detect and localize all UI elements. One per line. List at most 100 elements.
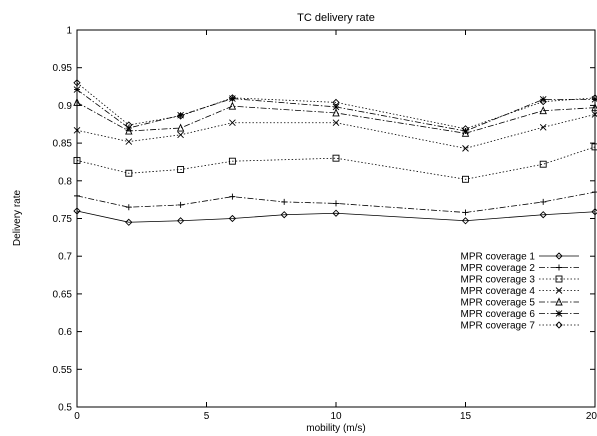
y-tick-label: 0.9 bbox=[58, 101, 72, 112]
data-point bbox=[73, 207, 81, 215]
data-point bbox=[332, 98, 340, 107]
data-point bbox=[555, 275, 563, 283]
data-point bbox=[539, 123, 547, 131]
series-5 bbox=[73, 97, 597, 137]
x-tick-label: 20 bbox=[586, 411, 597, 422]
data-point bbox=[125, 204, 132, 211]
data-point bbox=[555, 252, 563, 260]
data-point bbox=[177, 131, 184, 139]
data-point bbox=[462, 175, 469, 183]
data-point bbox=[281, 198, 288, 205]
legend-item: MPR coverage 5 bbox=[461, 297, 579, 309]
data-point bbox=[462, 127, 469, 135]
data-point bbox=[462, 209, 469, 216]
legend-item: MPR coverage 1 bbox=[461, 252, 579, 263]
data-point bbox=[591, 96, 597, 103]
series-line bbox=[76, 89, 595, 132]
legend-label: MPR coverage 2 bbox=[461, 263, 536, 274]
data-point bbox=[539, 160, 547, 168]
legend-label: MPR coverage 4 bbox=[461, 286, 536, 297]
data-point bbox=[539, 96, 547, 103]
series-2 bbox=[74, 189, 597, 216]
legend-item: MPR coverage 7 bbox=[461, 321, 579, 332]
y-tick-label: 1 bbox=[66, 26, 72, 37]
data-point bbox=[229, 95, 236, 102]
chart-title: TC delivery rate bbox=[297, 12, 375, 24]
y-tick-label: 0.75 bbox=[53, 214, 73, 225]
legend-item: MPR coverage 3 bbox=[461, 275, 579, 286]
x-axis-label: mobility (m/s) bbox=[306, 423, 365, 434]
data-point bbox=[462, 145, 469, 152]
data-point bbox=[539, 211, 547, 219]
y-axis-label: Delivery rate bbox=[12, 190, 23, 247]
data-point bbox=[73, 79, 81, 87]
y-tick-label: 0.95 bbox=[53, 63, 73, 74]
series-line bbox=[76, 102, 596, 134]
series-line bbox=[76, 210, 596, 223]
data-point bbox=[177, 201, 184, 208]
data-point bbox=[332, 154, 340, 162]
legend-label: MPR coverage 1 bbox=[461, 252, 536, 263]
data-point bbox=[461, 125, 470, 133]
data-point bbox=[556, 264, 562, 271]
data-point bbox=[125, 126, 133, 135]
data-point bbox=[555, 321, 563, 329]
data-point bbox=[125, 138, 133, 145]
data-point bbox=[228, 101, 237, 110]
data-point bbox=[229, 193, 236, 200]
data-point bbox=[461, 217, 470, 225]
data-point bbox=[228, 157, 236, 165]
data-point bbox=[177, 111, 184, 119]
data-point bbox=[73, 156, 81, 164]
data-point bbox=[125, 121, 133, 129]
data-point bbox=[540, 198, 547, 205]
data-point bbox=[73, 97, 81, 106]
x-tick-label: 0 bbox=[74, 411, 80, 422]
data-point bbox=[73, 126, 81, 134]
data-point bbox=[539, 106, 547, 115]
data-point bbox=[229, 119, 236, 127]
legend-label: MPR coverage 7 bbox=[461, 321, 536, 332]
data-point bbox=[176, 123, 185, 132]
data-point bbox=[592, 189, 597, 196]
x-tick-label: 10 bbox=[330, 411, 342, 422]
series-layer bbox=[73, 79, 597, 226]
data-point bbox=[332, 108, 340, 117]
data-point bbox=[176, 217, 185, 225]
data-point bbox=[539, 97, 547, 106]
data-point bbox=[228, 94, 237, 102]
series-1 bbox=[73, 207, 597, 226]
data-point bbox=[555, 310, 563, 317]
series-line bbox=[76, 146, 596, 180]
data-point bbox=[555, 297, 563, 306]
legend-item: MPR coverage 4 bbox=[461, 286, 579, 297]
plot-frame bbox=[76, 29, 596, 408]
series-4 bbox=[73, 111, 597, 152]
y-tick-label: 0.8 bbox=[58, 176, 72, 187]
data-point bbox=[332, 119, 340, 127]
data-point bbox=[177, 166, 185, 173]
data-point bbox=[555, 287, 563, 294]
y-tick-label: 0.5 bbox=[58, 403, 72, 414]
data-point bbox=[280, 211, 288, 219]
data-point bbox=[74, 192, 80, 199]
legend-label: MPR coverage 5 bbox=[461, 298, 536, 309]
data-point bbox=[73, 86, 81, 93]
data-point bbox=[332, 103, 340, 111]
data-point bbox=[333, 200, 339, 207]
legend-item: MPR coverage 2 bbox=[461, 263, 579, 274]
x-tick-label: 15 bbox=[460, 411, 472, 422]
y-tick-label: 0.85 bbox=[53, 139, 73, 150]
legend-label: MPR coverage 3 bbox=[461, 275, 536, 286]
data-point bbox=[591, 143, 597, 151]
y-tick-label: 0.7 bbox=[58, 252, 72, 263]
data-point bbox=[176, 112, 185, 120]
data-point bbox=[591, 94, 597, 102]
x-tick-label: 5 bbox=[204, 411, 210, 422]
series-line bbox=[76, 114, 596, 149]
data-point bbox=[125, 169, 133, 177]
legend-item: MPR coverage 6 bbox=[461, 309, 579, 320]
legend-label: MPR coverage 6 bbox=[461, 309, 536, 320]
